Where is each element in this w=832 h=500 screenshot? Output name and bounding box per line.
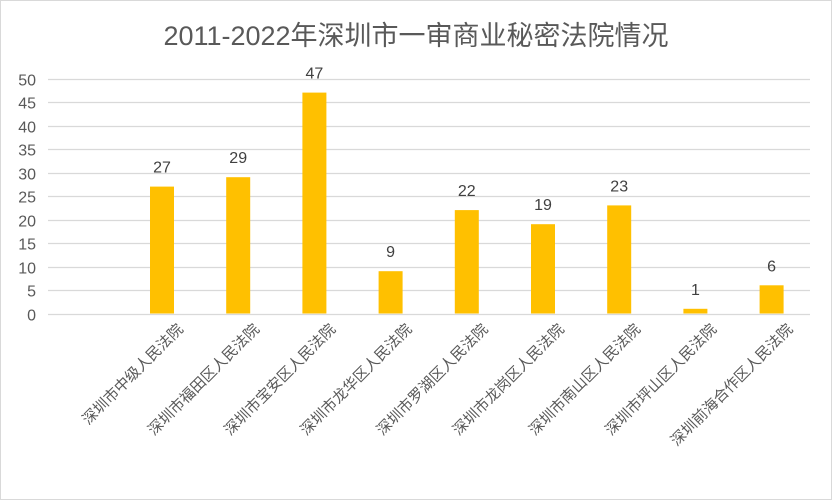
y-tick-label: 45 — [18, 96, 36, 113]
y-tick-label: 15 — [18, 237, 36, 254]
y-tick-label: 50 — [18, 73, 36, 90]
bar — [683, 308, 708, 314]
y-tick-label: 25 — [18, 190, 36, 207]
y-axis-ticks: 0 5 10 15 20 25 30 35 40 45 50 — [18, 73, 36, 325]
y-tick-label: 5 — [27, 284, 36, 301]
bar — [226, 177, 251, 314]
x-tick-label: 深圳前海合作区人民法院 — [667, 320, 796, 449]
bar — [150, 186, 174, 314]
data-label: 23 — [610, 178, 628, 195]
data-label: 1 — [691, 282, 700, 299]
y-tick-label: 40 — [18, 120, 36, 137]
bar — [302, 92, 327, 314]
y-tick-label: 0 — [27, 308, 36, 325]
data-label: 22 — [458, 183, 476, 200]
y-tick-label: 30 — [18, 167, 36, 184]
data-label: 9 — [386, 244, 395, 261]
gridlines — [48, 78, 810, 316]
x-axis-labels: 深圳市中级人民法院深圳市福田区人民法院深圳市宝安区人民法院深圳市龙华区人民法院深… — [79, 320, 797, 449]
bar — [454, 210, 479, 314]
data-label: 29 — [229, 150, 247, 167]
bar — [531, 224, 555, 314]
y-tick-label: 35 — [18, 143, 36, 160]
y-tick-label: 10 — [18, 261, 36, 278]
data-label: 47 — [306, 66, 324, 83]
bar — [378, 271, 403, 314]
bar — [759, 285, 784, 314]
data-labels: 27 29 47 9 22 19 23 1 6 — [153, 66, 776, 299]
chart-title: 2011-2022年深圳市一审商业秘密法院情况 — [163, 21, 669, 51]
y-tick-label: 20 — [18, 214, 36, 231]
data-label: 19 — [534, 197, 552, 214]
bars — [150, 92, 784, 314]
bar — [607, 205, 632, 314]
data-label: 6 — [767, 258, 776, 275]
data-label: 27 — [153, 160, 171, 177]
